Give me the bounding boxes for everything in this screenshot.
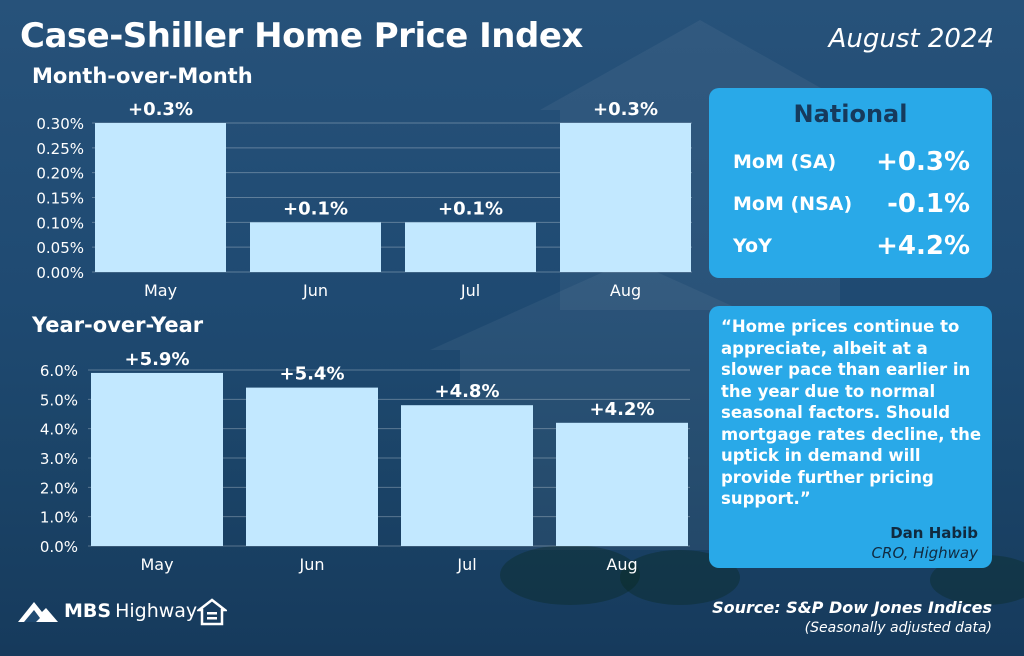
yoy-y-tick-label: 5.0%	[40, 391, 78, 409]
yoy-y-tick-label: 0.0%	[40, 538, 78, 556]
equal-housing-opportunity-icon	[197, 598, 227, 626]
yoy-y-tick-label: 3.0%	[40, 450, 78, 468]
mom-data-label: +0.1%	[283, 198, 348, 219]
source-note: (Seasonally adjusted data)	[804, 620, 992, 636]
yoy-data-label: +5.4%	[279, 364, 344, 385]
logo-text-highway: Highway	[115, 600, 198, 622]
mom-y-tick-label: 0.15%	[36, 190, 84, 208]
national-panel: National MoM (SA) +0.3% MoM (NSA) -0.1% …	[709, 88, 992, 278]
yoy-data-label: +5.9%	[124, 349, 189, 370]
yoy-y-tick-label: 1.0%	[40, 509, 78, 527]
national-row-yoy: YoY +4.2%	[733, 228, 970, 264]
mom-x-tick-label: May	[144, 281, 177, 300]
mom-y-tick-label: 0.00%	[36, 264, 84, 282]
report-date: August 2024	[828, 24, 994, 54]
mom-y-tick-label: 0.25%	[36, 140, 84, 158]
mom-bar-jun	[250, 222, 381, 272]
background-bush	[500, 545, 640, 605]
mom-y-tick-label: 0.10%	[36, 214, 84, 232]
yoy-bar-jul	[401, 405, 533, 546]
mom-data-label: +0.3%	[593, 99, 658, 120]
yoy-data-label: +4.2%	[589, 399, 654, 420]
mom-x-tick-label: Jun	[302, 281, 328, 300]
yoy-bar-aug	[556, 422, 688, 546]
mom-chart-title: Month-over-Month	[32, 64, 253, 88]
mom-bar-aug	[560, 123, 691, 272]
yoy-chart-title: Year-over-Year	[32, 313, 204, 337]
quote-text: “Home prices continue to appreciate, alb…	[721, 317, 982, 508]
quote-panel: “Home prices continue to appreciate, alb…	[709, 306, 992, 568]
yoy-data-label: +4.8%	[434, 381, 499, 402]
logo-text-mbs: MBS	[64, 600, 112, 622]
yoy-x-tick-label: Jun	[299, 555, 325, 574]
national-row-value: +4.2%	[876, 231, 970, 261]
mom-data-label: +0.3%	[128, 99, 193, 120]
mom-y-tick-label: 0.30%	[36, 115, 84, 133]
mom-data-label: +0.1%	[438, 198, 503, 219]
yoy-bar-may	[91, 372, 223, 546]
national-row-label: MoM (SA)	[733, 151, 837, 173]
mbs-highway-logo-icon	[18, 602, 58, 622]
national-row-mom-nsa: MoM (NSA) -0.1%	[733, 186, 970, 222]
national-row-label: YoY	[733, 235, 772, 257]
yoy-bar-jun	[246, 387, 378, 546]
national-heading: National	[793, 100, 908, 128]
quote-author-role: CRO, Highway	[871, 544, 978, 562]
yoy-y-tick-label: 2.0%	[40, 479, 78, 497]
source-text: Source: S&P Dow Jones Indices	[712, 598, 992, 617]
quote-author: Dan Habib	[890, 524, 978, 542]
national-row-label: MoM (NSA)	[733, 193, 853, 215]
page-title: Case-Shiller Home Price Index	[20, 16, 583, 56]
national-row-mom-sa: MoM (SA) +0.3%	[733, 144, 970, 180]
yoy-x-tick-label: May	[140, 555, 173, 574]
yoy-x-tick-label: Jul	[456, 555, 476, 574]
yoy-y-tick-label: 4.0%	[40, 421, 78, 439]
mom-y-tick-label: 0.20%	[36, 165, 84, 183]
national-row-value: -0.1%	[887, 189, 970, 219]
mom-y-tick-label: 0.05%	[36, 239, 84, 257]
mom-bar-may	[95, 123, 226, 272]
mom-x-tick-label: Aug	[610, 281, 641, 300]
mbs-highway-logo: MBS Highway	[18, 600, 197, 622]
national-row-value: +0.3%	[876, 147, 970, 177]
mom-bar-jul	[405, 222, 536, 272]
yoy-y-tick-label: 6.0%	[40, 362, 78, 380]
yoy-x-tick-label: Aug	[606, 555, 637, 574]
yoy-bar-chart: 0.0% 1.0% 2.0% 3.0% 4.0% 5.0% 6.0% +5.9% May +5.4…	[40, 349, 690, 574]
mom-bar-chart: 0.00% 0.05% 0.10% 0.15% 0.20% 0.25% 0.30% +0.3%…	[36, 99, 692, 300]
mom-x-tick-label: Jul	[460, 281, 480, 300]
